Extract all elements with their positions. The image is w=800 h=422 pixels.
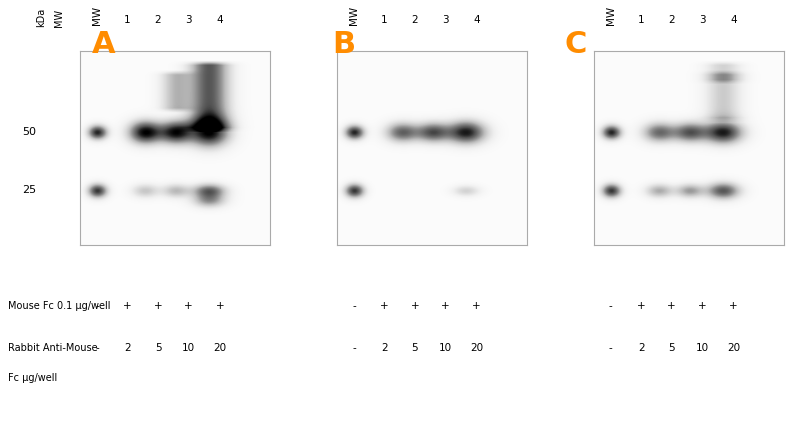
Text: 2: 2 <box>381 343 388 353</box>
Text: C: C <box>565 30 587 59</box>
Text: 1: 1 <box>124 15 131 25</box>
Text: 50: 50 <box>22 127 36 137</box>
Text: 3: 3 <box>699 15 706 25</box>
Text: MW: MW <box>92 6 102 25</box>
Text: 20: 20 <box>470 343 483 353</box>
Text: +: + <box>154 301 162 311</box>
Text: MW: MW <box>349 6 359 25</box>
Text: 10: 10 <box>696 343 709 353</box>
Text: 10: 10 <box>182 343 195 353</box>
Text: 5: 5 <box>154 343 162 353</box>
Text: +: + <box>667 301 676 311</box>
Text: +: + <box>184 301 193 311</box>
Text: +: + <box>441 301 450 311</box>
Text: kDa: kDa <box>36 8 46 27</box>
Text: 4: 4 <box>730 15 737 25</box>
Text: -: - <box>95 343 99 353</box>
Text: 3: 3 <box>442 15 449 25</box>
Text: +: + <box>123 301 132 311</box>
Text: 1: 1 <box>638 15 645 25</box>
Text: 2: 2 <box>411 15 418 25</box>
Text: 20: 20 <box>727 343 740 353</box>
Text: 5: 5 <box>411 343 418 353</box>
Text: +: + <box>473 301 481 311</box>
Text: 1: 1 <box>381 15 388 25</box>
Text: MW: MW <box>606 6 616 25</box>
Text: Rabbit Anti-Mouse: Rabbit Anti-Mouse <box>8 343 98 353</box>
Text: B: B <box>333 30 355 59</box>
Text: -: - <box>352 343 356 353</box>
Text: 5: 5 <box>669 343 675 353</box>
Text: +: + <box>380 301 389 311</box>
Text: 25: 25 <box>22 185 36 195</box>
Text: 20: 20 <box>214 343 226 353</box>
Text: +: + <box>730 301 738 311</box>
Text: MW: MW <box>54 9 64 27</box>
Text: -: - <box>352 301 356 311</box>
Text: 2: 2 <box>638 343 645 353</box>
Text: +: + <box>698 301 706 311</box>
Text: 4: 4 <box>217 15 223 25</box>
Text: 2: 2 <box>124 343 131 353</box>
Text: 2: 2 <box>154 15 162 25</box>
Text: 4: 4 <box>474 15 480 25</box>
Text: -: - <box>95 301 99 311</box>
Text: 3: 3 <box>185 15 192 25</box>
Text: +: + <box>410 301 419 311</box>
Text: Mouse Fc 0.1 µg/well: Mouse Fc 0.1 µg/well <box>8 301 110 311</box>
Text: +: + <box>215 301 224 311</box>
Text: 10: 10 <box>438 343 452 353</box>
Text: A: A <box>92 30 116 59</box>
Text: -: - <box>609 343 613 353</box>
Text: +: + <box>637 301 646 311</box>
Text: -: - <box>609 301 613 311</box>
Text: 2: 2 <box>669 15 675 25</box>
Text: Fc µg/well: Fc µg/well <box>8 373 58 383</box>
